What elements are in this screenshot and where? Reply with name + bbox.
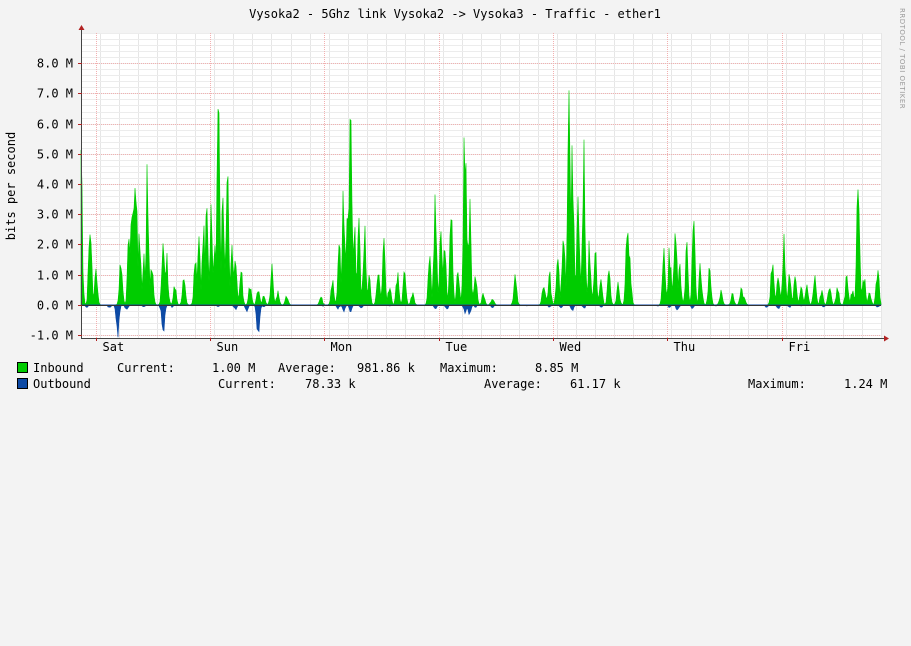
x-tick-label: Thu [674,340,696,354]
y-tick-label: 7.0 M [37,87,73,101]
series-area-outbound [80,304,882,338]
outbound-average-label: Average: [484,377,542,391]
x-tick-label: Sun [217,340,239,354]
y-tick-label: 6.0 M [37,118,73,132]
outbound-maximum-label: Maximum: [748,377,806,391]
x-tick-label: Wed [560,340,582,354]
y-tick-label: 5.0 M [37,148,73,162]
inbound-average-label: Average: [278,361,336,375]
y-tick-label: 8.0 M [37,57,73,71]
y-tick-label: 1.0 M [37,269,73,283]
x-tick-label: Sat [103,340,125,354]
chart-title: Vysoka2 - 5Ghz link Vysoka2 -> Vysoka3 -… [249,7,661,21]
x-tick-labels: Sat Sun Mon Tue Wed Thu Fri [103,340,811,354]
x-tick-label: Fri [789,340,811,354]
y-tick-labels: 8.0 M 7.0 M 6.0 M 5.0 M 4.0 M 3.0 M 2.0 M 1.0 M… [30,57,73,343]
outbound-current-value: 78.33 k [305,377,356,391]
y-tick-label: 3.0 M [37,208,73,222]
x-tick-label: Tue [446,340,468,354]
outbound-swatch [17,378,28,389]
inbound-name: Inbound [33,361,84,375]
inbound-swatch [17,362,28,373]
series-areas [80,90,882,338]
y-axis-label: bits per second [4,132,18,240]
legend: Inbound Current: 1.00 M Average: 981.86 … [0,358,911,646]
axes [78,25,889,342]
x-tick-label: Mon [331,340,353,354]
x-axis-arrow [884,335,889,342]
outbound-average-value: 61.17 k [570,377,621,391]
y-tick-label: 0.0 M [37,299,73,313]
inbound-current-label: Current: [117,361,175,375]
inbound-average-value: 981.86 k [357,361,415,375]
outbound-name: Outbound [33,377,91,391]
inbound-maximum-label: Maximum: [440,361,498,375]
outbound-current-label: Current: [218,377,276,391]
outbound-maximum-value: 1.24 M [844,377,888,391]
y-tick-label: -1.0 M [30,329,73,343]
inbound-maximum-value: 8.85 M [535,361,579,375]
y-axis-arrow [78,25,85,30]
y-tick-label: 2.0 M [37,238,73,252]
y-tick-label: 4.0 M [37,178,73,192]
watermark: RRDTOOL / TOBI OETIKER [898,8,906,109]
traffic-chart: Vysoka2 - 5Ghz link Vysoka2 -> Vysoka3 -… [4,7,906,354]
inbound-current-value: 1.00 M [212,361,256,375]
